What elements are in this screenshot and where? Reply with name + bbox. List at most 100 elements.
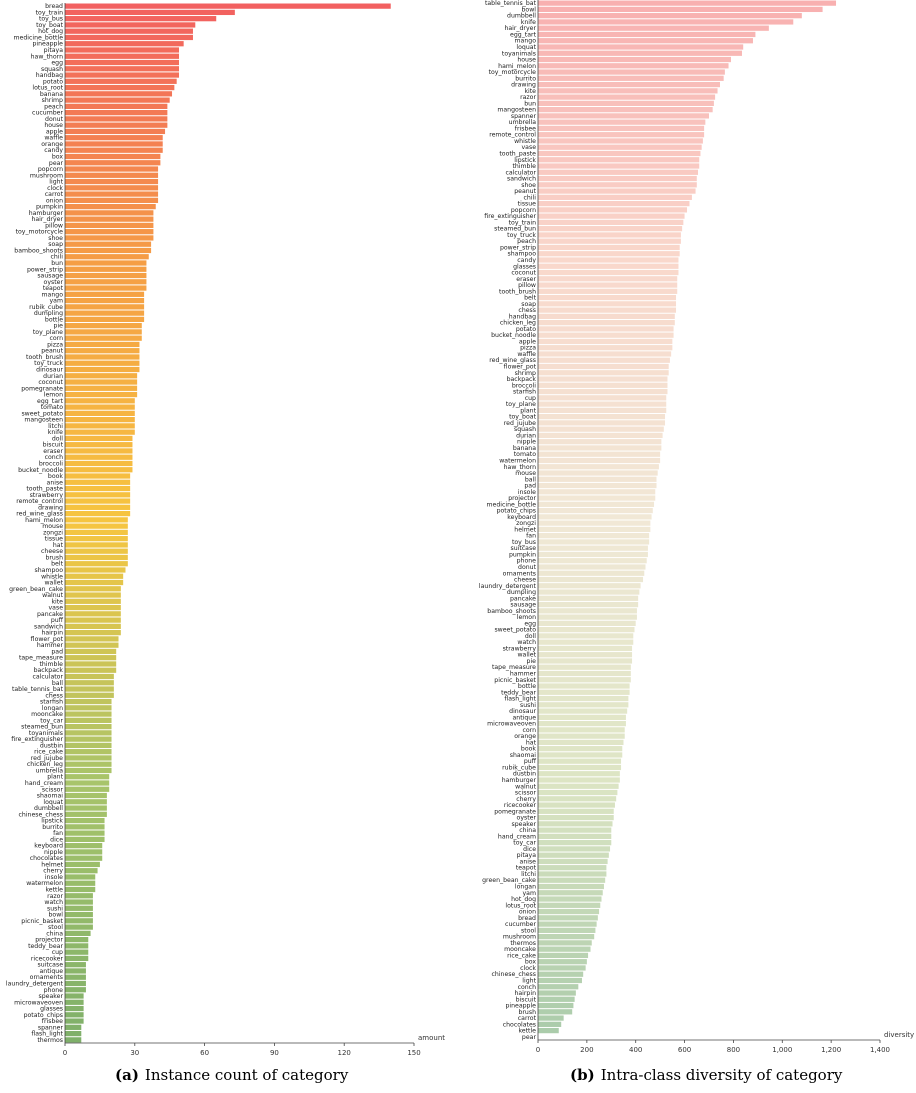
b-category-label: fan [526,533,536,540]
b-bar [538,558,647,564]
a-x-tick-label: 0 [63,1049,67,1057]
b-bar [538,432,663,439]
b-bar [538,915,598,921]
a-bar [65,962,86,968]
caption-a-tag: (a) [115,1066,139,1084]
a-bar [65,987,86,993]
caption-b: (b) Intra-class diversity of category [570,1066,842,1084]
a-bar [65,698,112,705]
b-x-tick-label: 600 [678,1046,691,1054]
b-category-label: squash [514,426,536,433]
b-category-label: mushroom [503,934,536,941]
a-bar [65,937,89,943]
instance-count-chart: breadtoy_traintoy_bustoy_boathot_dogmedi… [6,3,445,1057]
a-bar [65,210,154,216]
a-bar [65,843,103,849]
a-bar [65,849,103,855]
a-bar [65,9,235,16]
b-category-label: backpack [507,376,537,383]
b-category-label: egg [524,620,536,627]
b-bar [538,934,595,940]
b-bar [538,727,625,733]
b-bar [538,489,656,495]
a-category-label: mooncake [31,711,63,718]
a-category-label: suitcase [37,962,63,969]
b-bar [538,288,678,294]
a-bar [65,310,145,316]
a-bar [65,573,124,579]
a-bar [65,993,84,999]
a-bar [65,861,100,868]
a-category-label: shaomai [37,793,64,800]
b-category-label: helmet [514,526,536,533]
b-bar [538,219,684,226]
b-bar [538,533,650,539]
b-category-label: yam [523,890,536,897]
a-bar [65,918,93,924]
b-category-label: bucket_noodle [491,332,536,339]
b-category-label: candy [517,257,536,264]
a-category-label: ball [52,680,63,687]
a-category-label: teddy_bear [28,943,63,950]
a-category-label: handbag [36,72,63,79]
a-category-label: power_strip [27,266,63,273]
b-bar [538,226,683,232]
b-category-label: razor [520,94,536,101]
b-bar [538,451,661,457]
a-category-label: sausage [37,273,63,280]
b-category-label: red_wine_glass [489,357,536,364]
a-category-label: toy_train [36,9,63,16]
b-bar [538,940,592,946]
a-bar [65,53,180,59]
a-bar [65,454,133,460]
b-category-label: toy_bus [512,539,536,546]
b-bar [538,244,680,251]
b-category-label: shaomai [510,752,537,759]
a-category-label: burrito [42,824,63,831]
a-category-label: pear [49,160,64,167]
b-category-label: sushi [520,702,536,709]
b-bar [538,414,666,420]
a-category-label: razor [47,893,63,900]
a-bar [65,391,138,398]
a-bar [65,680,114,686]
b-bar [538,75,724,81]
a-category-label: biscuit [43,442,64,449]
b-bar [538,470,658,476]
b-bar [538,702,629,708]
b-bar [538,601,639,608]
a-category-label: scissor [42,786,64,793]
a-bar [65,836,105,843]
b-category-label: table_tennis_bat [485,0,537,7]
b-bar [538,213,685,219]
b-category-label: picnic_basket [494,677,536,684]
caption-b-text: Intra-class diversity of category [600,1066,843,1084]
a-category-label: lemon [44,392,63,399]
a-category-label: doll [52,435,63,442]
a-category-label: hairpin [41,630,63,637]
a-category-label: bucket_noodle [18,467,63,474]
a-category-label: ornaments [30,974,63,981]
b-bar [538,81,720,88]
a-x-tick-label: 90 [270,1049,279,1057]
b-bar [538,113,709,119]
b-bar [538,426,664,432]
b-category-label: whistle [514,138,536,145]
a-category-label: pomegranate [21,385,63,392]
b-bar [538,13,802,19]
a-bar [65,1037,82,1043]
b-bar [538,207,688,213]
b-bar [538,263,679,269]
b-category-label: potato_chips [497,508,536,515]
a-bar [65,554,128,561]
a-bar [65,617,121,623]
a-category-label: frisbee [42,1018,63,1025]
a-bar [65,630,121,636]
a-bar [65,59,180,66]
a-bar [65,467,133,473]
a-bar [65,141,163,147]
b-bar [538,69,725,75]
b-bar [538,326,674,332]
b-category-label: pomegranate [494,808,536,815]
a-category-label: calculator [32,673,63,680]
